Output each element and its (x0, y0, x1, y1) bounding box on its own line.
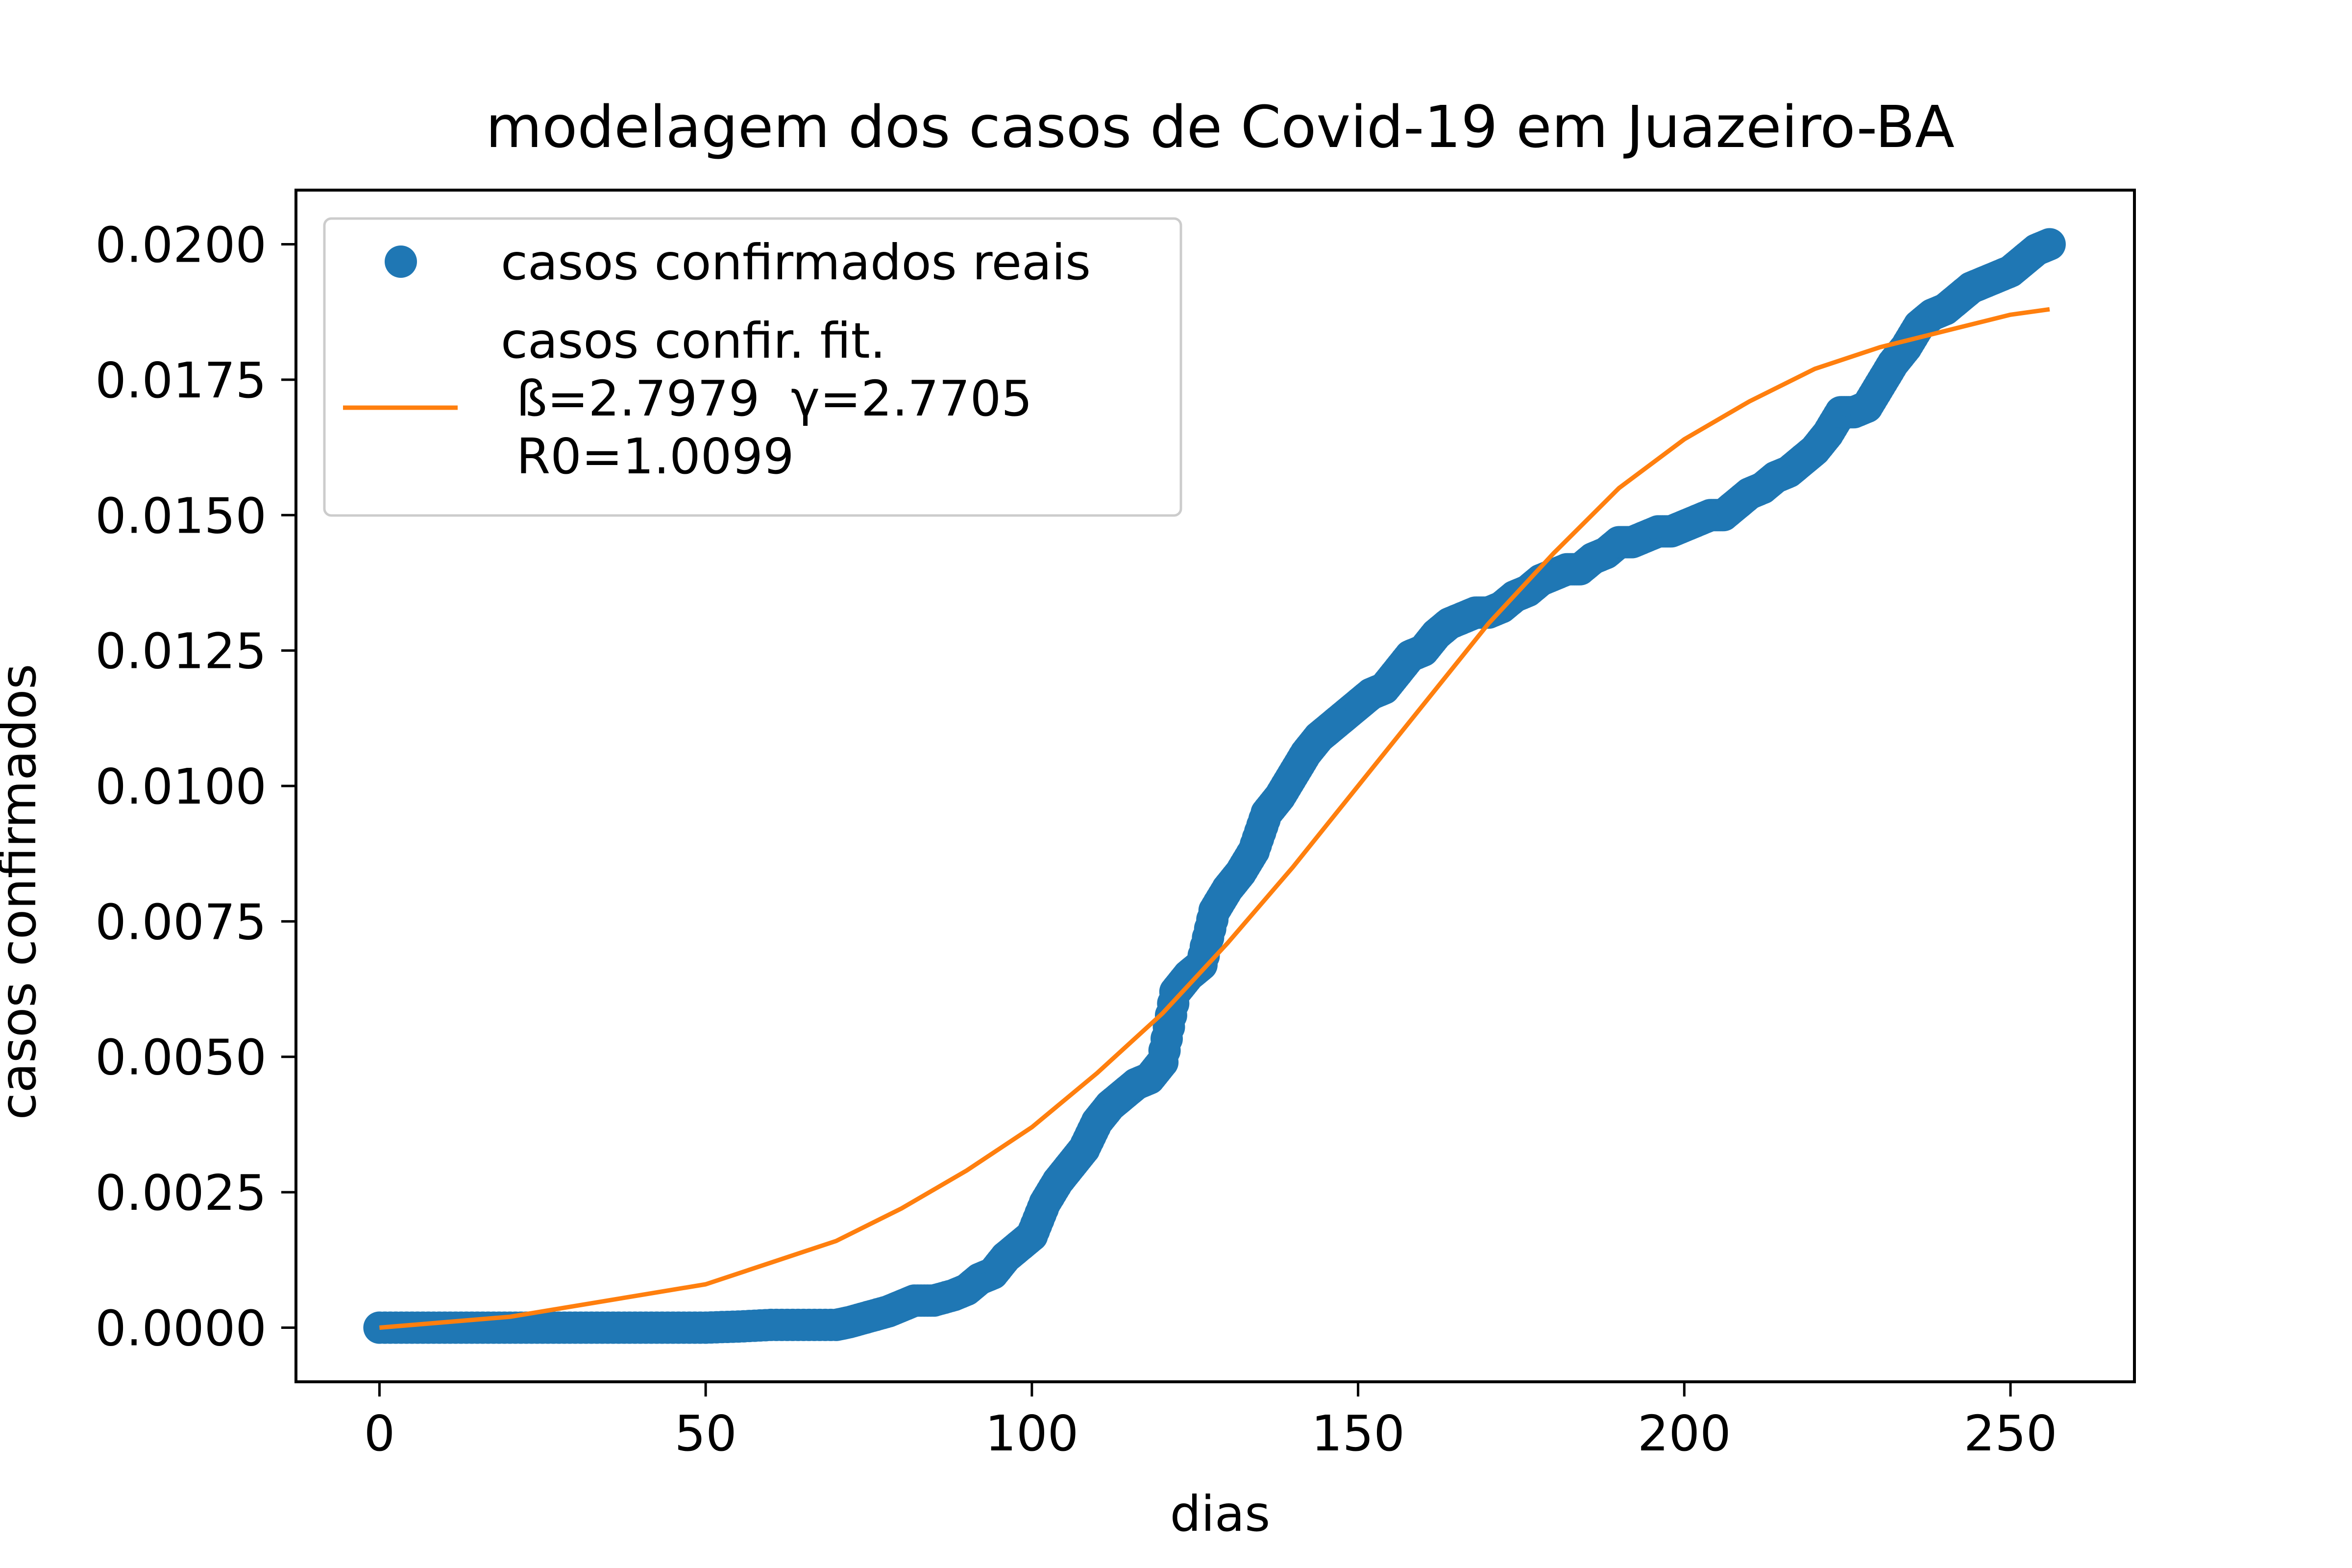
y-tick-label: 0.0125 (95, 623, 267, 680)
x-tick-label: 0 (364, 1405, 395, 1462)
y-tick-label: 0.0175 (95, 352, 267, 409)
y-axis-label: casos confirmados (0, 664, 47, 1120)
x-tick-label: 200 (1638, 1405, 1731, 1462)
legend-marker-real (385, 245, 417, 278)
axes: 0 50 100 150 200 250 0.0000 0.0025 0.0050 0.0075 0… (95, 189, 2136, 1462)
legend-label-fit-line: R0=1.0099 (501, 428, 794, 485)
x-tick-label: 50 (675, 1405, 737, 1462)
series-real-cases (363, 228, 2066, 1344)
y-tick-label: 0.0200 (95, 217, 267, 274)
legend-label-fit-line: casos confir. fit. (501, 312, 885, 369)
x-tick-label: 100 (985, 1405, 1078, 1462)
x-tick-label: 150 (1311, 1405, 1405, 1462)
data-point (2033, 228, 2066, 261)
y-tick-label: 0.0025 (95, 1164, 267, 1222)
chart-title: modelagem dos casos de Covid-19 em Juaze… (486, 93, 1955, 161)
series-fit-line (379, 307, 2050, 1330)
legend-label-fit-line: ß=2.7979 γ=2.7705 (501, 370, 1032, 427)
plot-area (363, 228, 2066, 1344)
legend-label-fit: casos confir. fit. ß=2.7979 γ=2.7705 R0=… (501, 312, 1032, 485)
x-tick-label: 250 (1964, 1405, 2058, 1462)
legend: casos confirmados reais casos confir. fit… (323, 217, 1182, 517)
y-tick-label: 0.0050 (95, 1029, 267, 1086)
y-tick-label: 0.0150 (95, 487, 267, 544)
y-tick-label: 0.0075 (95, 893, 267, 951)
legend-box (323, 217, 1182, 517)
legend-label-real: casos confirmados reais (501, 234, 1091, 291)
x-axis-label: dias (1170, 1485, 1271, 1543)
y-tick-label: 0.0000 (95, 1299, 267, 1357)
y-tick-label: 0.0100 (95, 758, 267, 815)
